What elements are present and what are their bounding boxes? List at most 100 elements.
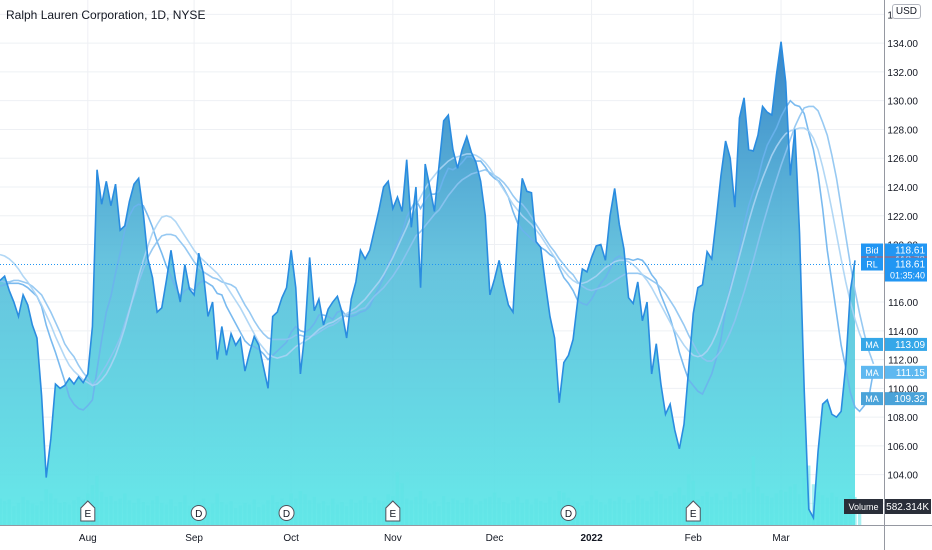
- volume-bar: [224, 504, 229, 525]
- volume-bar: [109, 496, 113, 525]
- volume-bar: [418, 491, 423, 525]
- price-label-tag-text: MA: [865, 368, 879, 378]
- volume-bar: [271, 495, 275, 525]
- volume-bar: [539, 501, 543, 525]
- moving-average-line: [0, 127, 865, 387]
- volume-bar: [247, 504, 252, 525]
- volume-bar: [21, 496, 25, 525]
- y-tick-label: 106.00: [887, 442, 918, 453]
- earnings-marker[interactable]: [385, 500, 401, 522]
- volume-bar: [307, 500, 312, 525]
- volume-bar: [104, 496, 108, 525]
- volume-bar: [617, 496, 621, 525]
- volume-bar: [349, 499, 353, 525]
- price-label-tag: [861, 392, 883, 406]
- price-area-fill: [0, 41, 855, 526]
- price-label-value: 111.15: [896, 368, 926, 379]
- volume-bar: [502, 502, 506, 525]
- volume-bar: [229, 501, 233, 525]
- price-label-tag-text: RL: [866, 260, 878, 270]
- volume-value: 582.314K: [886, 502, 929, 513]
- volume-bar: [312, 496, 316, 525]
- earnings-marker[interactable]: [80, 500, 96, 522]
- earnings-marker[interactable]: [685, 500, 701, 522]
- volume-bar: [548, 496, 552, 525]
- volume-bar: [146, 505, 150, 525]
- volume-bar: [303, 494, 307, 525]
- volume-bar: [478, 501, 483, 525]
- volume-bar: [673, 492, 677, 525]
- volume-bar: [469, 499, 474, 525]
- volume-bar: [793, 484, 797, 525]
- volume-bar: [0, 498, 2, 525]
- volume-bar: [12, 506, 16, 525]
- volume-bar: [252, 499, 256, 525]
- x-tick-label: Aug: [79, 533, 97, 544]
- volume-bar: [39, 501, 44, 525]
- volume-bar: [460, 502, 464, 525]
- volume-bar: [779, 490, 783, 525]
- price-label-tag-text: MA: [865, 394, 879, 404]
- x-tick-label: Dec: [486, 533, 504, 544]
- y-tick-label: 126.00: [887, 154, 918, 165]
- volume-bar: [298, 491, 303, 525]
- volume-bar: [238, 505, 242, 525]
- dividend-marker[interactable]: [560, 505, 577, 521]
- volume-bar: [820, 495, 825, 525]
- volume-bar: [515, 496, 520, 525]
- volume-bar: [663, 498, 668, 525]
- volume-bar: [622, 499, 626, 525]
- y-tick-label: 110.00: [888, 384, 918, 395]
- price-label-tag-text: Bid: [865, 246, 878, 256]
- volume-bar: [668, 496, 672, 525]
- event-marker-letter: E: [390, 509, 397, 520]
- y-tick-label: 128.00: [887, 125, 918, 136]
- volume-bar: [72, 500, 76, 525]
- volume-bar: [155, 496, 159, 525]
- currency-button[interactable]: USD: [891, 4, 921, 19]
- volume-bar: [686, 474, 691, 525]
- event-marker-letter: E: [690, 509, 697, 520]
- volume-bar: [626, 502, 631, 525]
- volume-bar: [636, 495, 640, 525]
- volume-bar: [35, 505, 39, 525]
- price-label-value: 118.61: [895, 246, 925, 257]
- volume-bar: [640, 498, 645, 525]
- volume-bar: [802, 478, 806, 525]
- volume-bar: [599, 502, 603, 525]
- volume-bar: [788, 486, 792, 525]
- volume-bar: [160, 502, 164, 525]
- volume-bar: [589, 495, 594, 525]
- volume-bar: [756, 486, 760, 525]
- price-label-value: 109.32: [894, 394, 925, 405]
- volume-bar: [525, 499, 529, 525]
- volume-bar: [123, 493, 127, 525]
- volume-bar: [710, 496, 714, 525]
- dividend-marker[interactable]: [190, 505, 207, 521]
- volume-bar: [631, 500, 635, 525]
- volume-bar: [377, 500, 381, 525]
- volume-bar: [266, 500, 270, 525]
- price-label-box: [885, 243, 927, 257]
- volume-bar: [321, 501, 326, 525]
- volume-bar: [474, 504, 478, 525]
- x-tick-label: Sep: [185, 533, 203, 544]
- volume-bar: [700, 496, 705, 525]
- volume-bar: [187, 505, 192, 525]
- volume-bar: [497, 497, 501, 525]
- price-label-tag: [861, 257, 883, 271]
- dividend-marker[interactable]: [278, 505, 295, 521]
- volume-bar: [455, 500, 460, 525]
- volume-bar: [608, 498, 612, 525]
- x-tick-label: Oct: [283, 533, 299, 544]
- volume-bar: [294, 498, 298, 525]
- volume-bar: [733, 498, 737, 525]
- volume-bar: [141, 502, 145, 525]
- volume-bar: [95, 475, 99, 525]
- volume-bar: [169, 499, 173, 525]
- volume-bar: [164, 504, 169, 525]
- volume-bar: [603, 504, 608, 525]
- price-label-box: [885, 392, 927, 406]
